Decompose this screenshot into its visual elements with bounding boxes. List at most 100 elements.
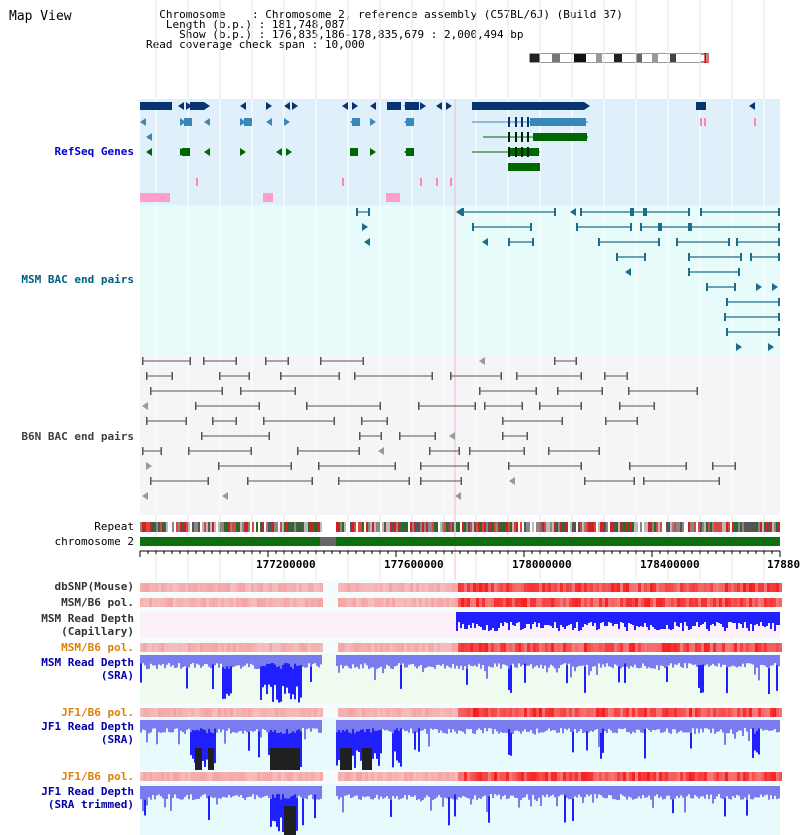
depth-bar — [368, 786, 370, 797]
repeat-seg — [264, 522, 266, 532]
depth-bar — [518, 786, 520, 808]
pol-seg — [197, 772, 200, 781]
pol-seg — [422, 643, 425, 652]
track-label-jf1-b6-pol-2[interactable]: JF1/B6 pol. — [61, 770, 134, 783]
depth-bar — [716, 786, 718, 797]
pol-seg — [716, 708, 719, 717]
track-label-jf1-read-depth-sra[interactable]: JF1 Read Depth — [41, 720, 134, 733]
pol-seg — [287, 643, 290, 652]
dbsnp-seg — [362, 583, 365, 592]
repeat-seg — [302, 522, 304, 532]
track-label-b6n-bac[interactable]: B6N BAC end pairs — [21, 430, 134, 443]
depth-bar — [562, 720, 564, 734]
bac-end — [778, 328, 780, 336]
pol-seg — [758, 772, 761, 781]
pol-seg — [515, 643, 518, 652]
pol-seg — [731, 598, 734, 607]
depth-bar — [362, 786, 364, 797]
pol-seg — [287, 598, 290, 607]
pol-seg — [647, 772, 650, 781]
pol-seg — [194, 598, 197, 607]
dbsnp-seg — [536, 583, 539, 592]
gene-block — [184, 118, 192, 126]
pol-seg — [632, 772, 635, 781]
pol-seg — [368, 708, 371, 717]
depth-bar — [724, 655, 726, 665]
depth-bar — [554, 612, 556, 622]
track-label-dbsnp[interactable]: dbSNP(Mouse) — [54, 580, 134, 593]
pol-seg — [623, 772, 626, 781]
pol-seg — [191, 643, 194, 652]
bac-end — [658, 238, 660, 246]
depth-bar — [190, 732, 192, 756]
depth-bar — [368, 729, 370, 767]
pol-seg — [713, 643, 716, 652]
depth-bar — [448, 797, 450, 826]
depth-bar — [308, 655, 310, 664]
depth-bar — [658, 612, 660, 630]
pol-seg — [647, 643, 650, 652]
pol-seg — [713, 772, 716, 781]
depth-bar — [480, 655, 482, 669]
pol-seg — [752, 643, 755, 652]
pol-seg — [650, 708, 653, 717]
track-label-jf1-read-depth-trim-sub: (SRA trimmed) — [47, 798, 134, 811]
depth-bar — [744, 720, 746, 729]
depth-bar — [346, 786, 348, 796]
dbsnp-seg — [284, 583, 287, 592]
depth-bar — [384, 786, 386, 798]
track-label-msm-read-depth-cap[interactable]: MSM Read Depth — [41, 612, 134, 625]
pol-seg — [737, 708, 740, 717]
dbsnp-seg — [581, 583, 584, 592]
track-label-msm-b6-pol-1[interactable]: MSM/B6 pol. — [61, 596, 134, 609]
gene-block — [352, 118, 360, 126]
repeat-seg — [642, 522, 644, 532]
pol-seg — [503, 772, 506, 781]
pol-seg — [260, 772, 263, 781]
pol-seg — [194, 643, 197, 652]
depth-bar — [226, 666, 228, 694]
dbsnp-seg — [398, 583, 401, 592]
depth-bar — [630, 720, 632, 734]
repeat-seg — [434, 522, 436, 532]
repeat-seg — [440, 522, 442, 532]
bac-end — [379, 402, 381, 410]
repeat-seg — [254, 522, 256, 532]
dbsnp-seg — [623, 583, 626, 592]
pol-seg — [479, 643, 482, 652]
depth-bar — [386, 720, 388, 730]
dbsnp-seg — [377, 583, 380, 592]
pol-seg — [563, 643, 566, 652]
dbsnp-seg — [440, 583, 443, 592]
pol-seg — [320, 708, 323, 717]
depth-bar — [710, 612, 712, 625]
track-label-jf1-b6-pol-1[interactable]: JF1/B6 pol. — [61, 706, 134, 719]
repeat-seg — [612, 522, 614, 532]
repeat-seg — [702, 522, 704, 532]
depth-bar — [736, 786, 738, 795]
track-label-refseq[interactable]: RefSeq Genes — [54, 145, 134, 158]
pol-seg — [704, 643, 707, 652]
pol-seg — [203, 708, 206, 717]
depth-bar — [754, 612, 756, 625]
dbsnp-seg — [269, 583, 272, 592]
pol-seg — [140, 643, 143, 652]
pink-tick — [196, 178, 198, 186]
repeat-seg — [686, 522, 688, 532]
track-label-msm-read-depth-sra[interactable]: MSM Read Depth — [41, 656, 134, 669]
pol-seg — [656, 643, 659, 652]
bac-end — [604, 372, 606, 380]
pol-seg — [515, 598, 518, 607]
pol-seg — [401, 643, 404, 652]
depth-bar — [700, 720, 702, 729]
pink-tick — [436, 178, 438, 186]
track-label-msm-bac[interactable]: MSM BAC end pairs — [21, 273, 134, 286]
pol-seg — [191, 708, 194, 717]
track-label-msm-b6-pol-2[interactable]: MSM/B6 pol. — [61, 641, 134, 654]
depth-bar — [358, 655, 360, 669]
track-label-jf1-read-depth-trim[interactable]: JF1 Read Depth — [41, 785, 134, 798]
chromosome-ideogram[interactable] — [529, 53, 709, 63]
gene-block — [533, 133, 587, 141]
dbsnp-seg — [488, 583, 491, 592]
dbsnp-seg — [722, 583, 725, 592]
